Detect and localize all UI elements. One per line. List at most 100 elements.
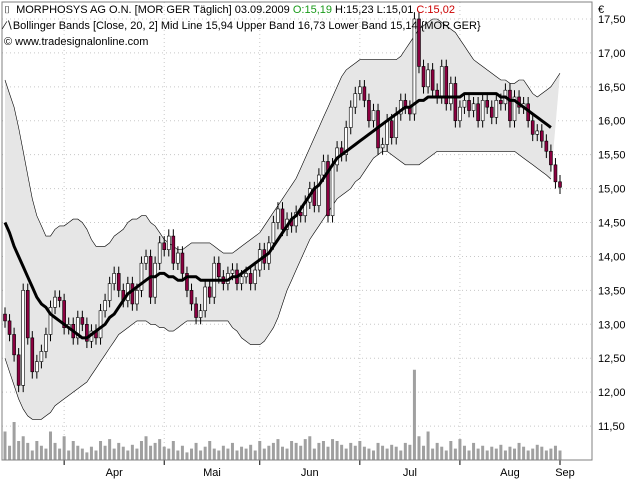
bollinger-upper-band xyxy=(4,18,561,254)
volume-bar xyxy=(513,448,517,460)
volume-bar xyxy=(108,439,112,460)
volume-bar xyxy=(3,431,7,460)
volume-bar xyxy=(17,441,21,460)
quote-date: 03.09.2009 xyxy=(234,4,290,16)
volume-bar xyxy=(212,448,216,460)
candle-body xyxy=(180,252,185,274)
candle-body xyxy=(103,300,107,312)
volume-bar xyxy=(271,442,275,460)
candle-body xyxy=(139,262,144,291)
volume-bar xyxy=(340,444,344,460)
candle-body xyxy=(367,100,371,122)
bollinger-label: Bollinger Bands [Close, 20, 2] Mid Line … xyxy=(12,20,481,32)
candle-body xyxy=(116,273,121,291)
volume-bar xyxy=(558,450,562,460)
x-axis-labels: Apr Mai Jun Jul Aug Sep xyxy=(63,460,575,479)
candle-body xyxy=(48,307,53,335)
volume-bar xyxy=(385,448,389,460)
candle-body xyxy=(239,276,244,284)
volume-bar xyxy=(331,439,335,460)
volume-bar xyxy=(426,431,430,460)
volume-bar xyxy=(121,446,125,460)
volume-bar xyxy=(190,448,194,460)
y-tick-label: 14,50 xyxy=(598,218,626,230)
candle-body xyxy=(530,120,535,135)
volume-bar xyxy=(490,446,494,460)
volume-bar xyxy=(553,445,557,460)
candle-body xyxy=(171,235,176,264)
volume-bar xyxy=(262,448,266,460)
candle-body xyxy=(39,351,44,362)
volume-bar xyxy=(240,446,244,460)
volume-bar xyxy=(85,452,89,460)
volume-bar xyxy=(494,448,498,460)
y-tick-label: 17,50 xyxy=(598,14,626,26)
volume-bar xyxy=(71,441,75,460)
volume-bar xyxy=(180,445,184,460)
candle-body xyxy=(3,313,7,322)
volume-bar xyxy=(221,445,225,460)
volume-bar xyxy=(58,448,62,460)
candle-body xyxy=(30,337,35,373)
volume-bar xyxy=(321,441,325,460)
candle-body xyxy=(317,174,321,206)
volume-bar xyxy=(126,450,130,460)
candle-body xyxy=(35,361,39,373)
volume-bar xyxy=(117,442,121,460)
candle-body xyxy=(394,113,399,139)
volume-bar xyxy=(226,448,230,460)
candle-body xyxy=(321,161,326,176)
y-tick-label: 12,50 xyxy=(598,353,626,365)
volume-bar xyxy=(8,445,12,460)
candle-body xyxy=(476,103,480,122)
candle-body xyxy=(166,235,171,250)
volume-bar xyxy=(517,442,521,460)
legend-bollinger-line: ∕∖Bollinger Bands [Close, 20, 2] Mid Lin… xyxy=(4,18,481,35)
volume-bar xyxy=(276,439,280,460)
volume-bar xyxy=(408,444,412,460)
candle-body xyxy=(16,354,21,386)
volume-bar xyxy=(130,444,134,460)
x-tick-label: Jun xyxy=(301,467,319,479)
candle-body xyxy=(449,83,453,105)
volume-bar xyxy=(244,448,248,460)
x-tick-label: Aug xyxy=(500,467,520,479)
volume-bar xyxy=(549,448,553,460)
candle-body xyxy=(21,290,25,386)
volume-bar xyxy=(299,445,303,460)
legend-copyright-line: © www.tradesignalonline.com xyxy=(4,34,148,51)
candle-body xyxy=(480,100,485,122)
volume-bar xyxy=(144,436,148,460)
candle-body xyxy=(107,283,112,301)
candle-body xyxy=(135,290,139,305)
candle-body xyxy=(453,83,458,122)
candle-body xyxy=(549,150,553,166)
candle-body xyxy=(98,310,103,339)
y-tick-label: 13,00 xyxy=(598,319,626,331)
candle-body xyxy=(385,120,389,145)
volume-bar xyxy=(112,448,116,460)
volume-bar xyxy=(39,445,43,460)
volume-bar xyxy=(472,442,476,460)
y-tick-label: 15,00 xyxy=(598,184,626,196)
volume-bar xyxy=(508,446,512,460)
candle-body xyxy=(353,93,358,108)
volume-bar xyxy=(158,439,162,460)
x-tick-label: Mai xyxy=(203,467,221,479)
volume-bar xyxy=(353,445,357,460)
y-axis-labels: 11,50 12,00 12,50 13,00 13,50 14,00 14,50 15,00… xyxy=(598,14,626,433)
volume-bar xyxy=(176,450,180,460)
volume-bar xyxy=(522,446,526,460)
candle-body xyxy=(157,242,162,264)
candle-body xyxy=(421,66,426,88)
candle-body xyxy=(280,208,285,230)
y-tick-label: 15,50 xyxy=(598,150,626,162)
candle-body xyxy=(217,262,221,278)
copyright-icon: © xyxy=(4,36,13,48)
volume-bar xyxy=(208,441,212,460)
volume-bar xyxy=(308,436,312,460)
volume-bar xyxy=(30,450,34,460)
high-value: H:15,23 xyxy=(335,4,374,16)
